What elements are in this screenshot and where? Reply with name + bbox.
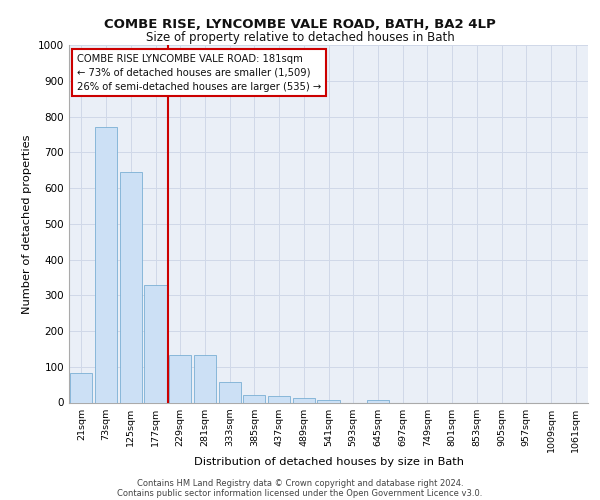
Bar — [218, 382, 241, 402]
Bar — [145, 284, 167, 403]
Bar — [169, 356, 191, 403]
Bar — [95, 127, 117, 402]
Text: COMBE RISE LYNCOMBE VALE ROAD: 181sqm
← 73% of detached houses are smaller (1,50: COMBE RISE LYNCOMBE VALE ROAD: 181sqm ← … — [77, 54, 321, 92]
Y-axis label: Number of detached properties: Number of detached properties — [22, 134, 32, 314]
X-axis label: Distribution of detached houses by size in Bath: Distribution of detached houses by size … — [193, 457, 464, 467]
Bar — [367, 400, 389, 402]
Bar — [119, 172, 142, 402]
Bar — [194, 356, 216, 403]
Bar — [243, 394, 265, 402]
Bar — [293, 398, 315, 402]
Text: COMBE RISE, LYNCOMBE VALE ROAD, BATH, BA2 4LP: COMBE RISE, LYNCOMBE VALE ROAD, BATH, BA… — [104, 18, 496, 30]
Bar — [268, 396, 290, 402]
Text: Contains HM Land Registry data © Crown copyright and database right 2024.
Contai: Contains HM Land Registry data © Crown c… — [118, 478, 482, 498]
Bar — [317, 400, 340, 402]
Bar — [70, 373, 92, 402]
Text: Size of property relative to detached houses in Bath: Size of property relative to detached ho… — [146, 31, 454, 44]
